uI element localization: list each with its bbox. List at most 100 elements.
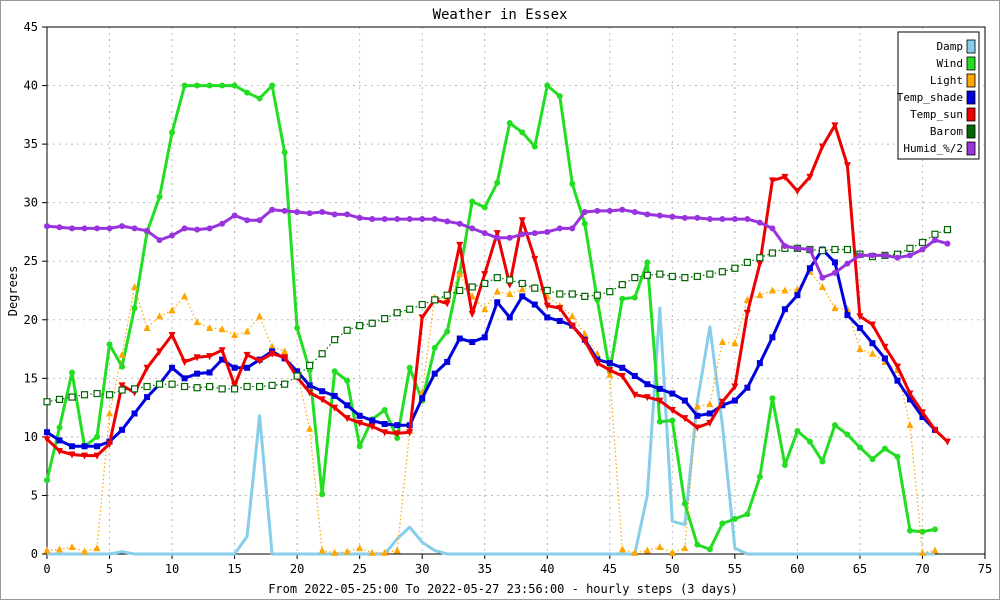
data-point <box>681 544 689 552</box>
data-point <box>506 234 513 241</box>
data-point <box>819 458 826 465</box>
data-point <box>206 369 213 376</box>
data-point <box>494 234 501 241</box>
data-point <box>43 436 51 444</box>
data-point <box>493 287 501 295</box>
y-tick-label: 40 <box>24 79 38 93</box>
data-point <box>268 350 276 358</box>
data-point <box>719 520 726 527</box>
data-point <box>844 431 851 438</box>
data-point <box>69 369 76 376</box>
data-point <box>806 173 814 181</box>
data-point <box>531 284 539 292</box>
data-point <box>756 219 763 226</box>
data-point <box>919 246 926 253</box>
data-point <box>218 325 226 333</box>
data-point <box>768 249 776 257</box>
data-point <box>893 363 901 371</box>
data-point <box>219 82 226 89</box>
x-tick-label: 10 <box>165 562 179 576</box>
legend-swatch-humid-2 <box>966 141 976 156</box>
data-point <box>69 443 76 450</box>
series-line-light <box>46 271 936 554</box>
grid <box>47 27 985 554</box>
data-point <box>356 544 364 552</box>
data-point <box>656 212 663 219</box>
data-point <box>756 254 764 262</box>
data-point <box>619 206 626 213</box>
data-point <box>343 415 351 423</box>
data-point <box>481 305 489 313</box>
data-point <box>856 252 863 259</box>
data-point <box>318 350 326 358</box>
legend-label-light: Light <box>930 74 963 87</box>
data-point <box>443 300 451 308</box>
data-point <box>331 404 339 412</box>
data-point <box>943 438 951 446</box>
data-point <box>718 268 726 276</box>
data-point <box>418 300 426 309</box>
data-point <box>256 217 263 224</box>
data-point <box>781 306 788 313</box>
data-point <box>493 230 501 238</box>
data-point <box>119 363 126 370</box>
data-point <box>44 429 50 436</box>
data-point <box>569 180 576 187</box>
data-point <box>143 382 151 391</box>
data-point <box>356 419 364 427</box>
data-point <box>869 252 876 259</box>
data-point <box>894 453 901 460</box>
data-point <box>144 394 151 401</box>
data-point <box>105 391 114 399</box>
data-point <box>556 290 564 298</box>
data-point <box>531 255 539 263</box>
data-point <box>881 355 888 362</box>
data-point <box>468 310 476 318</box>
data-point <box>143 323 151 331</box>
data-point <box>743 309 751 317</box>
data-point <box>519 129 526 136</box>
x-tick-label: 60 <box>790 562 804 576</box>
data-point <box>168 306 176 314</box>
data-point <box>618 545 626 553</box>
data-point <box>643 271 651 279</box>
data-point <box>519 293 526 300</box>
data-point <box>256 382 264 391</box>
y-tick-label: 20 <box>24 313 38 327</box>
data-point <box>418 314 426 322</box>
data-point <box>531 143 538 150</box>
data-point <box>456 270 464 278</box>
data-point <box>581 220 588 227</box>
data-point <box>768 177 776 185</box>
data-point <box>794 428 801 435</box>
data-point <box>656 397 664 405</box>
data-point <box>781 173 789 181</box>
x-tick-label: 20 <box>290 562 304 576</box>
series-temp-shade <box>44 246 938 450</box>
data-point <box>569 225 576 232</box>
data-point <box>93 452 101 460</box>
data-point <box>431 370 438 377</box>
data-point <box>794 245 801 252</box>
data-point <box>206 353 214 361</box>
data-point <box>456 241 464 249</box>
series-damp <box>47 306 935 556</box>
data-point <box>656 542 664 550</box>
data-point <box>319 491 326 498</box>
x-tick-label: 0 <box>43 562 50 576</box>
data-point <box>343 326 351 334</box>
data-point <box>81 452 89 460</box>
data-point <box>869 340 876 347</box>
data-point <box>68 451 76 459</box>
data-point <box>681 214 688 221</box>
data-point <box>831 122 839 130</box>
data-point <box>294 324 301 331</box>
y-tick-label: 45 <box>24 20 38 34</box>
data-point <box>206 323 214 331</box>
data-point <box>281 207 288 214</box>
data-point <box>731 397 738 404</box>
data-point <box>831 304 839 312</box>
data-point <box>144 227 151 234</box>
data-point <box>231 364 238 371</box>
